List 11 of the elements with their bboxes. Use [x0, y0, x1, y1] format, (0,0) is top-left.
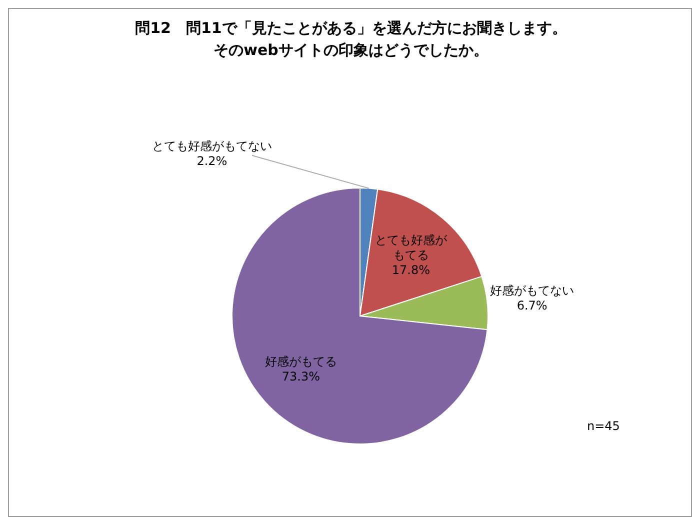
- data-label: 73.3%: [282, 370, 320, 384]
- slice-label: とても好感がもてない: [152, 138, 272, 153]
- slice-label: 好感がもてない: [490, 284, 574, 298]
- data-label: 2.2%: [196, 154, 228, 168]
- text: n=45: [587, 419, 620, 433]
- pie-slice: [232, 188, 488, 444]
- chart-title: 問12 問11で「見たことがある」を選んだ方にお聞きします。そのwebサイトの印象はどうでしたか。: [134, 18, 568, 61]
- data-label: 17.8%: [392, 263, 430, 278]
- slice-label: 好感がもてる: [264, 354, 337, 369]
- slice-label: とても好感がもてる: [374, 233, 448, 262]
- data-label: 6.7%: [516, 298, 548, 313]
